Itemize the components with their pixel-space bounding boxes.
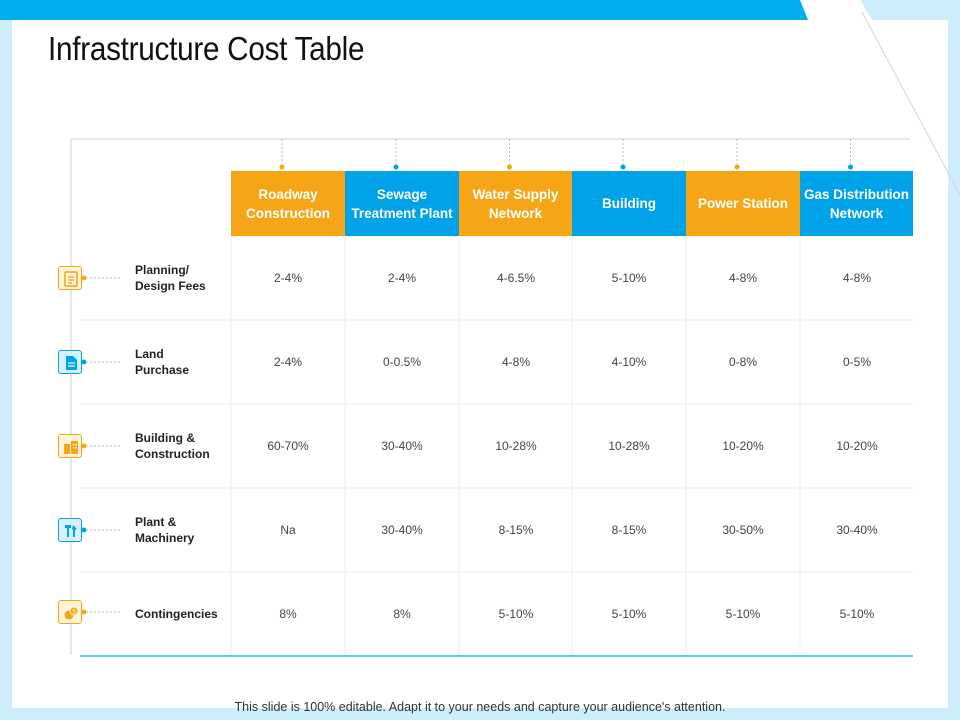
column-header: Building (572, 171, 686, 236)
row-label-text: Planning/ Design Fees (135, 263, 206, 293)
row-label: Land Purchase (135, 320, 231, 404)
table-cell: 4-8% (842, 271, 871, 285)
column-connector-dot (393, 164, 399, 170)
top-accent-bar (0, 0, 960, 20)
table-cell: 2-4% (387, 271, 416, 285)
column-header: Sewage Treatment Plant (345, 171, 459, 236)
table-cell: 30-50% (722, 523, 764, 537)
row-label: Contingencies (135, 572, 231, 656)
footer-note: This slide is 100% editable. Adapt it to… (234, 700, 726, 714)
table-cell: 8-15% (611, 523, 647, 537)
table-cell: 10-20% (836, 439, 878, 453)
table-cell: 4-8% (728, 271, 757, 285)
column-connector-dot (279, 164, 285, 170)
row-label-text: Land Purchase (135, 347, 190, 377)
column-connector-dot (620, 164, 626, 170)
row-connector-dot (81, 443, 87, 449)
table-cell: 10-28% (608, 439, 650, 453)
table-cell: 8-15% (498, 523, 534, 537)
row-connector-dot (81, 275, 87, 281)
column-header: Water Supply Network (459, 171, 572, 236)
row-label: Plant & Machinery (135, 488, 231, 572)
column-header: Gas Distribution Network (800, 171, 913, 236)
table-cell: 5-10% (498, 607, 534, 621)
tools-icon (58, 518, 82, 542)
slide-canvas (12, 0, 948, 708)
column-connector-dot (734, 164, 740, 170)
table-cell: 5-10% (611, 607, 647, 621)
row-connector-dot (81, 527, 87, 533)
table-cell: 8% (279, 607, 297, 621)
document-icon (58, 266, 82, 290)
table-cell: 8% (393, 607, 411, 621)
row-label-text: Building & Construction (135, 431, 210, 461)
table-cell: Na (280, 523, 296, 537)
table-cell: 30-40% (836, 523, 878, 537)
table-cell: 4-6.5% (496, 271, 536, 285)
table-cell: 5-10% (839, 607, 875, 621)
table-cell: 60-70% (267, 439, 309, 453)
table-cell: 30-40% (381, 439, 423, 453)
row-label: Building & Construction (135, 404, 231, 488)
column-connector-dot (507, 164, 512, 170)
page-title: Infrastructure Cost Table (48, 30, 365, 67)
row-connector-dot (81, 359, 87, 365)
building-icon (58, 434, 82, 458)
table-cell: 0-5% (842, 355, 871, 369)
table-cell: 5-10% (725, 607, 761, 621)
table-cell: 2-4% (273, 271, 302, 285)
row-label-text: Contingencies (135, 607, 218, 621)
svg-text:$: $ (72, 610, 76, 616)
table-cell: 4-8% (501, 355, 530, 369)
table-cell: 2-4% (273, 355, 302, 369)
coins-icon: $ (58, 600, 82, 624)
column-header: Roadway Construction (231, 171, 345, 236)
row-label-text: Plant & Machinery (135, 515, 195, 545)
table-cell: 5-10% (611, 271, 647, 285)
table-cell: 10-20% (722, 439, 764, 453)
table-cell: 30-40% (381, 523, 423, 537)
row-connector-dot (81, 609, 87, 615)
table-cell: 0-8% (728, 355, 757, 369)
column-connector-dot (848, 164, 853, 170)
table-cell: 0-0.5% (382, 355, 422, 369)
file-icon (58, 350, 82, 374)
column-header: Power Station (686, 171, 800, 236)
table-cell: 10-28% (495, 439, 537, 453)
table-cell: 4-10% (611, 355, 647, 369)
row-label: Planning/ Design Fees (135, 236, 231, 320)
